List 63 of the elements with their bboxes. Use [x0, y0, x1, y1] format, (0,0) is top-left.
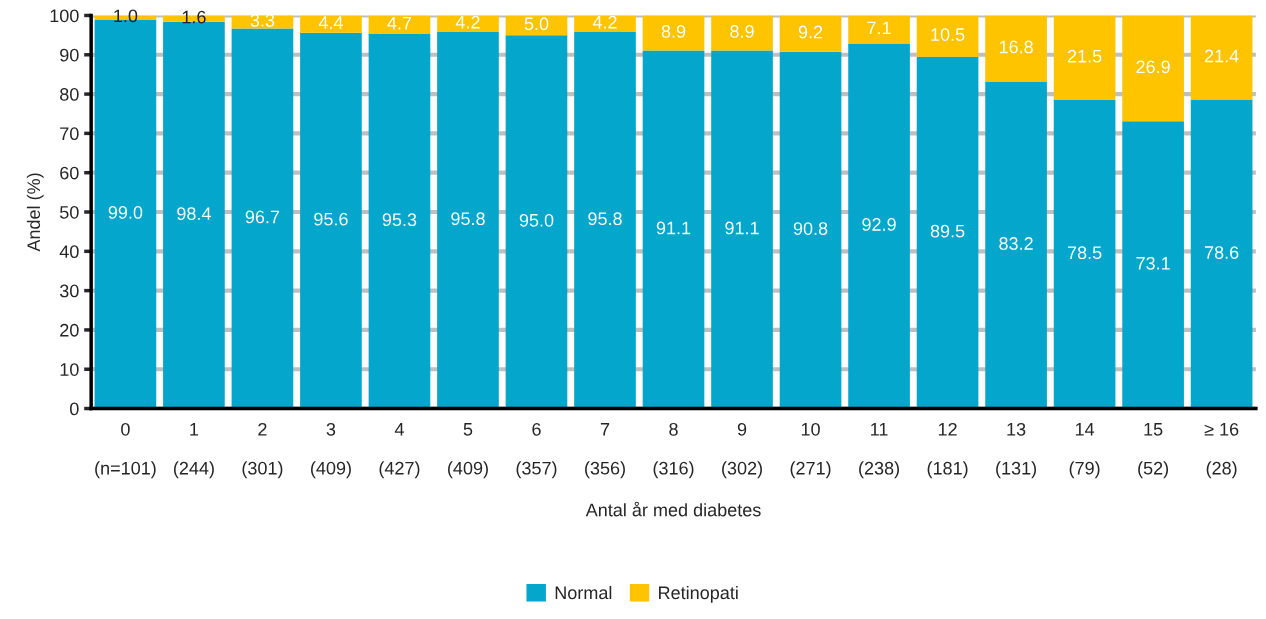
- data-label: 9.2: [798, 25, 823, 39]
- data-label: 26.9: [1136, 60, 1170, 74]
- category-label: 14 (79): [1069, 423, 1100, 479]
- category-label: 0 (n=101): [95, 422, 156, 479]
- data-label: 7.1: [867, 21, 891, 35]
- legend-label: Retinopati: [659, 585, 738, 603]
- data-label: 98.4: [177, 207, 211, 220]
- data-label: 96.7: [245, 210, 280, 224]
- data-label: 4.4: [318, 16, 343, 29]
- data-label: 4.2: [592, 15, 617, 29]
- category-label: 3 (409): [310, 422, 351, 479]
- y-tick-label: 20: [60, 323, 79, 337]
- category-label: 5 (409): [448, 423, 488, 479]
- category-label: 9 (302): [722, 422, 762, 479]
- y-tick-label: 100: [50, 9, 79, 23]
- data-label: 8.9: [661, 25, 686, 38]
- data-label: 4.2: [455, 15, 480, 29]
- category-label: 11 (238): [859, 423, 900, 479]
- y-tick-label: 90: [60, 48, 79, 62]
- category-label: 7 (356): [585, 423, 625, 479]
- data-label: 91.1: [725, 221, 759, 235]
- y-tick-label: 30: [59, 284, 79, 298]
- data-label: 83.2: [999, 237, 1033, 250]
- data-label: 73.1: [1136, 256, 1170, 270]
- category-label: 4 (427): [379, 423, 420, 479]
- y-tick-label: 80: [60, 88, 79, 101]
- category-label: 13 (131): [996, 422, 1037, 479]
- y-tick-label: 40: [59, 245, 79, 259]
- category-label: 2 (301): [242, 422, 283, 479]
- data-label: 95.8: [588, 212, 622, 226]
- category-label: 1 (244): [173, 423, 214, 479]
- category-label: 10 (271): [790, 422, 831, 479]
- category-label: 12 (181): [927, 422, 968, 479]
- y-axis-title: Andel (%): [26, 173, 44, 252]
- y-tick-label: 70: [60, 127, 79, 141]
- data-label: 99.0: [108, 206, 143, 219]
- data-label: 4.7: [387, 16, 412, 30]
- data-label: 16.8: [999, 40, 1033, 54]
- data-label: 78.6: [1204, 246, 1239, 259]
- data-label: 21.5: [1067, 49, 1102, 63]
- data-label: 5.0: [524, 17, 549, 31]
- category-label: 15 (52): [1138, 423, 1169, 479]
- category-label: 6 (357): [516, 422, 557, 479]
- x-axis-title: Antal år med diabetes: [585, 501, 761, 517]
- data-label: 95.0: [519, 213, 554, 227]
- y-tick-label: 0: [70, 402, 79, 416]
- data-label: 8.9: [730, 25, 754, 38]
- data-label: 78.5: [1067, 246, 1102, 260]
- legend-label: Normal: [555, 585, 612, 600]
- data-label: 91.1: [656, 221, 691, 235]
- data-label: 90.8: [793, 222, 828, 235]
- category-label: 8 (316): [653, 422, 694, 479]
- data-label: 21.4: [1204, 49, 1239, 63]
- data-label: 95.6: [314, 212, 348, 226]
- data-label: 92.9: [862, 218, 896, 231]
- y-tick-label: 60: [60, 166, 79, 180]
- data-label: 10.5: [931, 28, 965, 41]
- data-label: 95.8: [451, 212, 485, 226]
- data-label: 89.5: [930, 224, 965, 238]
- y-tick-label: 50: [59, 205, 79, 219]
- data-label: 95.3: [382, 213, 417, 227]
- category-label: ≥ 16 (28): [1204, 422, 1239, 479]
- y-tick-label: 10: [60, 363, 79, 376]
